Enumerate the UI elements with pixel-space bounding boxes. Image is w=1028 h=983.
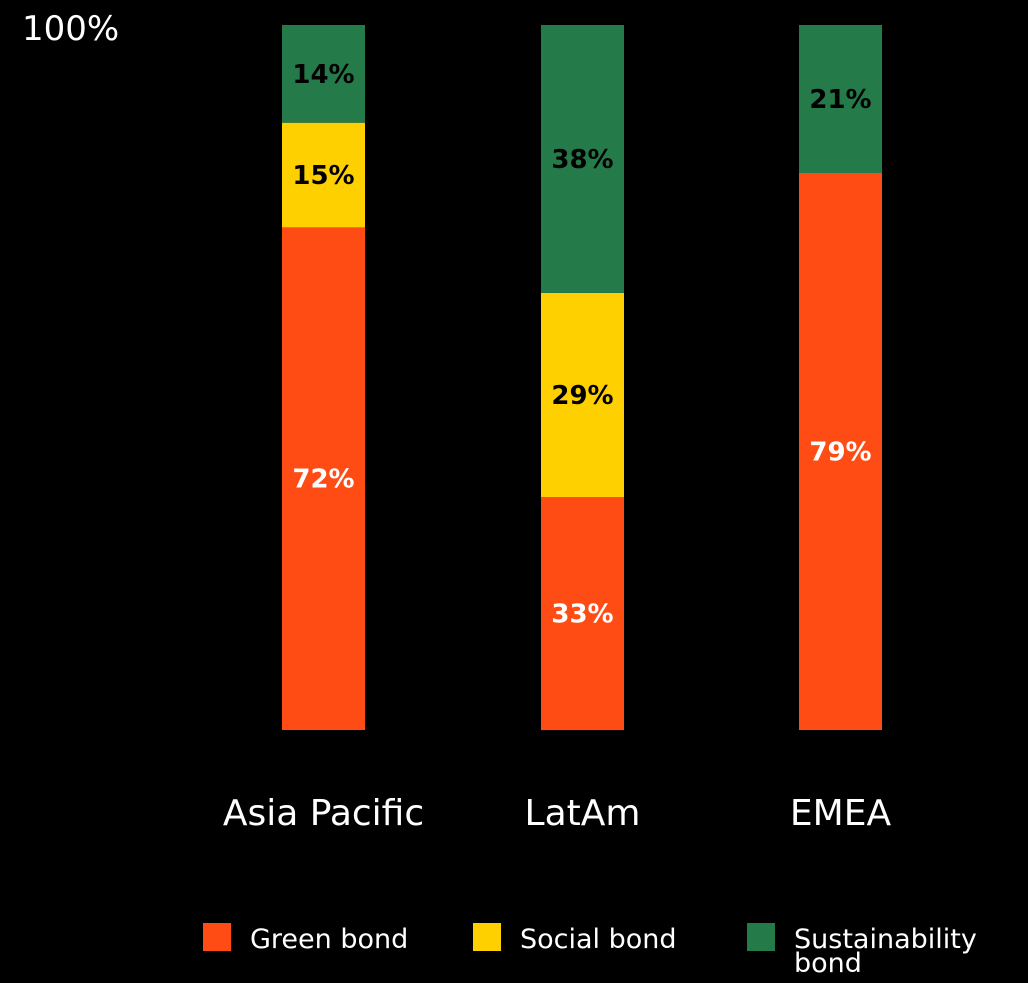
legend-label-green-bond: Green bond [250,924,408,955]
y-axis-top-label: 100% [22,9,119,49]
bar-emea-green-bond [799,173,882,730]
bar-latam-social-bond [541,292,624,498]
bar-latam-green-bond [541,497,624,731]
bar-asia-pacific-sustainability-bond [282,25,365,123]
legend: Green bond Social bond Sustainability bond [203,923,977,979]
legend-label-social-bond: Social bond [520,924,677,955]
legend-swatch-social-bond [473,923,501,951]
category-label-emea: EMEA [790,793,892,834]
data-label-latam-social-bond: 29% [551,381,613,411]
category-label-latam: LatAm [525,793,641,834]
legend-swatch-green-bond [203,923,231,951]
data-label-asia-pacific-green-bond: 72% [292,465,354,495]
data-label-latam-sustainability-bond: 38% [551,145,613,175]
data-label-latam-green-bond: 33% [551,600,613,630]
bar-latam-sustainability-bond [541,25,624,293]
legend-swatch-sustainability-bond [747,923,775,951]
data-label-emea-green-bond: 79% [809,438,871,468]
legend-label-sustainability-bond: Sustainability bond [794,924,977,979]
bar-asia-pacific-green-bond [282,227,365,730]
segment-labels-layer: 72% 15% 14% 33% 29% 38% 79% 21% [292,60,871,630]
data-label-asia-pacific-social-bond: 15% [292,161,354,191]
bars-layer [282,25,882,731]
category-labels-layer: Asia Pacific LatAm EMEA [223,793,892,834]
category-label-asia-pacific: Asia Pacific [223,793,424,834]
bar-emea-sustainability-bond [799,25,882,173]
data-label-emea-sustainability-bond: 21% [809,85,871,115]
legend-item-green-bond: Green bond [203,923,408,955]
bar-asia-pacific-social-bond [282,122,365,228]
data-label-asia-pacific-sustainability-bond: 14% [292,60,354,90]
legend-item-sustainability-bond: Sustainability bond [747,923,977,979]
legend-item-social-bond: Social bond [473,923,677,955]
